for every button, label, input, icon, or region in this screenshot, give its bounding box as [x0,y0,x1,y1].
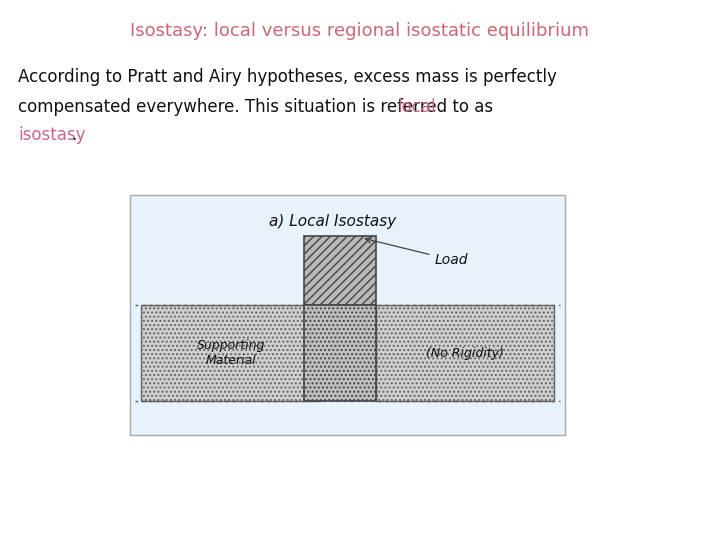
Text: a) Local Isostasy: a) Local Isostasy [269,214,396,229]
Text: local: local [397,98,436,116]
Bar [376,306,554,401]
Text: compensated everywhere. This situation is referred to as: compensated everywhere. This situation i… [18,98,498,116]
Bar [130,195,565,435]
Text: .: . [71,126,76,144]
Text: compensated everywhere. This situation is referred to as local: compensated everywhere. This situation i… [18,98,537,116]
Text: (No Rigidity): (No Rigidity) [426,347,504,360]
Text: Load: Load [366,238,468,267]
Text: According to Pratt and Airy hypotheses, excess mass is perfectly: According to Pratt and Airy hypotheses, … [18,68,557,86]
Bar [304,236,376,306]
Text: Isostasy: local versus regional isostatic equilibrium: Isostasy: local versus regional isostati… [130,22,590,40]
Bar [304,306,376,401]
Text: Supporting
Material: Supporting Material [197,340,266,367]
Text: isostasy: isostasy [18,126,86,144]
Bar [141,306,321,401]
